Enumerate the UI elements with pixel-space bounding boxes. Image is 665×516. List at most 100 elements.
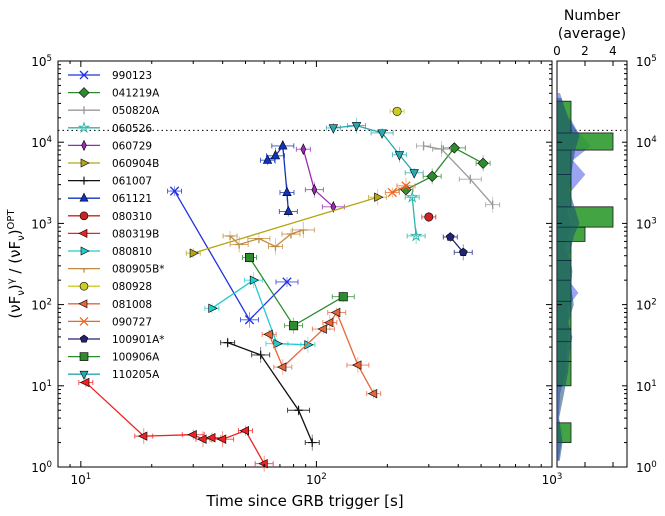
y-axis-label: (νFν)γ / (νFν)OPT [6,209,27,319]
data-point [225,235,235,241]
main-plot-frame [57,60,553,468]
data-point [256,350,265,360]
series-080319B [78,377,274,472]
data-point [330,200,337,213]
series-061007 [220,337,320,451]
series-990123 [167,186,299,328]
data-point [289,321,299,331]
data-point [270,149,281,160]
legend-marker [80,158,90,168]
data-point [338,292,348,302]
data-point [263,329,273,340]
legend-marker [78,299,88,309]
data-point [328,124,339,134]
x-tick-label: 103 [542,472,563,487]
data-point [79,377,90,388]
legend-label: 990123 [112,70,152,82]
legend-label: 090727 [112,316,152,328]
series-041219A [398,142,491,196]
series-080928 [389,106,405,117]
series-line [229,229,304,248]
data-point [282,186,292,197]
legend-marker [80,246,90,256]
series-line [193,196,378,254]
legend-label: 110205A [112,369,160,381]
series-line [392,185,407,194]
legend-label: 100906A [112,352,160,364]
legend-label: 061121 [112,193,152,205]
series-line [302,149,334,208]
data-point [352,360,362,370]
data-point [374,192,384,202]
series-line [211,279,308,346]
data-point [137,431,148,441]
data-point [477,157,489,169]
y-tick-label: 105 [31,54,52,69]
data-point [208,303,218,314]
side-y-tick-label: 105 [636,54,657,69]
data-point [323,317,334,328]
side-x-tick-label: 2 [581,44,589,58]
x-tick-label: 102 [306,472,327,487]
series-080905Bstar [222,221,315,255]
legend-label: 080310 [112,211,152,223]
data-point [197,434,207,444]
side-y-tick-label: 102 [636,298,657,313]
data-point [367,388,378,399]
data-point [169,186,180,196]
data-point [426,170,438,182]
series-100901Astar [442,232,473,261]
side-x-tick-label: 0 [553,44,561,58]
data-point [187,430,197,440]
data-point [244,315,255,325]
legend-label: 060904B [112,158,159,170]
data-point [258,458,268,469]
data-point [299,229,308,235]
series-090727 [384,177,416,198]
series-100906A [242,252,355,334]
series-line [248,257,344,327]
data-point [286,233,296,239]
legend-marker [79,70,89,80]
data-point [311,183,318,196]
data-point [223,338,232,347]
data-point [276,362,287,372]
density-green-area [557,98,580,461]
side-y-tick-label: 104 [636,135,657,150]
series-060729 [295,143,345,213]
legend-marker [79,370,89,380]
side-axis-ticks: 0 2 4 100 101 102 103 104 105 [553,44,657,475]
y-tick-label: 101 [31,379,52,394]
y-tick-label: 103 [31,216,52,231]
data-point [262,154,273,164]
legend-marker [79,281,89,291]
series-050820A [416,140,501,213]
data-point [424,212,434,222]
legend-label: 050820A [112,105,160,117]
series-060904B [185,189,388,259]
data-point [387,187,397,198]
legend-label: 080928 [112,281,152,293]
legend-marker [77,121,91,134]
series-line [85,381,265,464]
side-y-tick-label: 103 [636,216,657,231]
data-point [445,232,455,241]
legend-marker [79,334,89,343]
data-point [351,122,362,132]
legend-marker [79,192,89,202]
data-point [249,275,260,285]
series-080810 [204,272,316,353]
data-point [278,140,288,150]
x-tick-label: 101 [70,472,91,487]
data-point [206,432,216,443]
legend-marker [80,267,88,273]
data-point [273,339,283,349]
legend-label: 081008 [112,299,152,311]
data-point [294,406,303,415]
series-line [411,197,417,237]
y-tick-label: 100 [31,460,52,475]
legend-marker [79,352,89,361]
data-point [401,181,411,191]
data-point [308,438,317,447]
legend-marker [80,176,88,185]
